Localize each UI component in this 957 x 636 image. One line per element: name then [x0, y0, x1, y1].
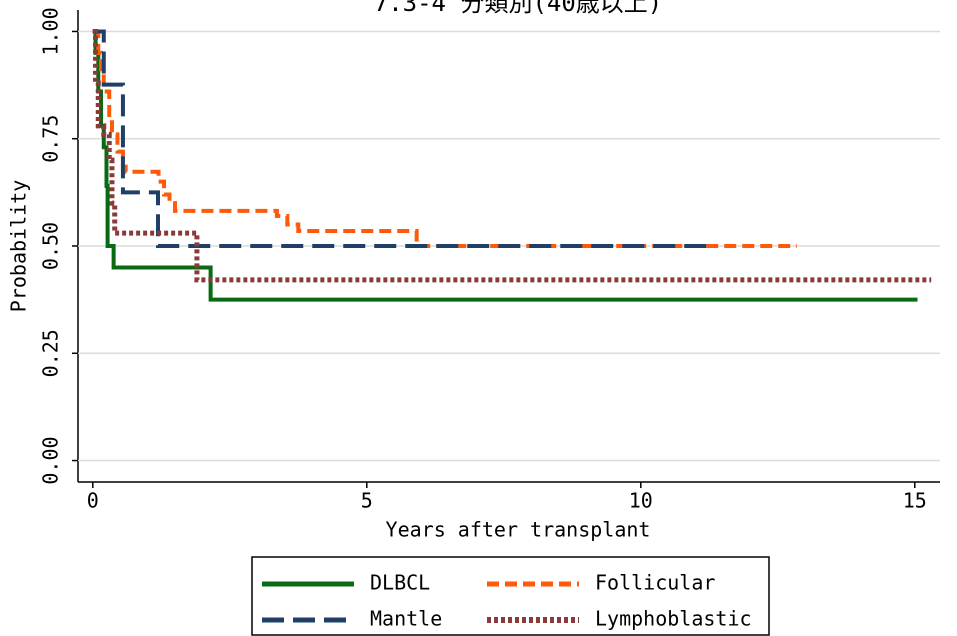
y-tick-label: 0.75 — [39, 115, 63, 163]
x-axis-label: Years after transplant — [386, 518, 651, 542]
y-tick-label: 0.50 — [39, 222, 63, 270]
chart-title: 7.3-4 分類別(40歳以上) — [374, 0, 663, 17]
x-tick-label: 10 — [629, 489, 653, 513]
legend-label: Lymphoblastic — [595, 607, 752, 631]
y-tick-label: 0.25 — [39, 329, 63, 377]
y-tick-label: 1.00 — [39, 7, 63, 55]
legend-label: DLBCL — [370, 571, 430, 595]
survival-curve — [92, 29, 715, 248]
y-tick-label: 0.00 — [39, 436, 63, 484]
survival-curve — [92, 29, 918, 302]
legend-label: Follicular — [595, 571, 715, 595]
legend-label: Mantle — [370, 607, 442, 631]
x-tick-label: 5 — [361, 489, 373, 513]
survival-curve — [92, 28, 932, 283]
x-tick-label: 15 — [903, 489, 927, 513]
y-axis-label: Probability — [7, 180, 31, 312]
x-tick-label: 0 — [87, 489, 99, 513]
